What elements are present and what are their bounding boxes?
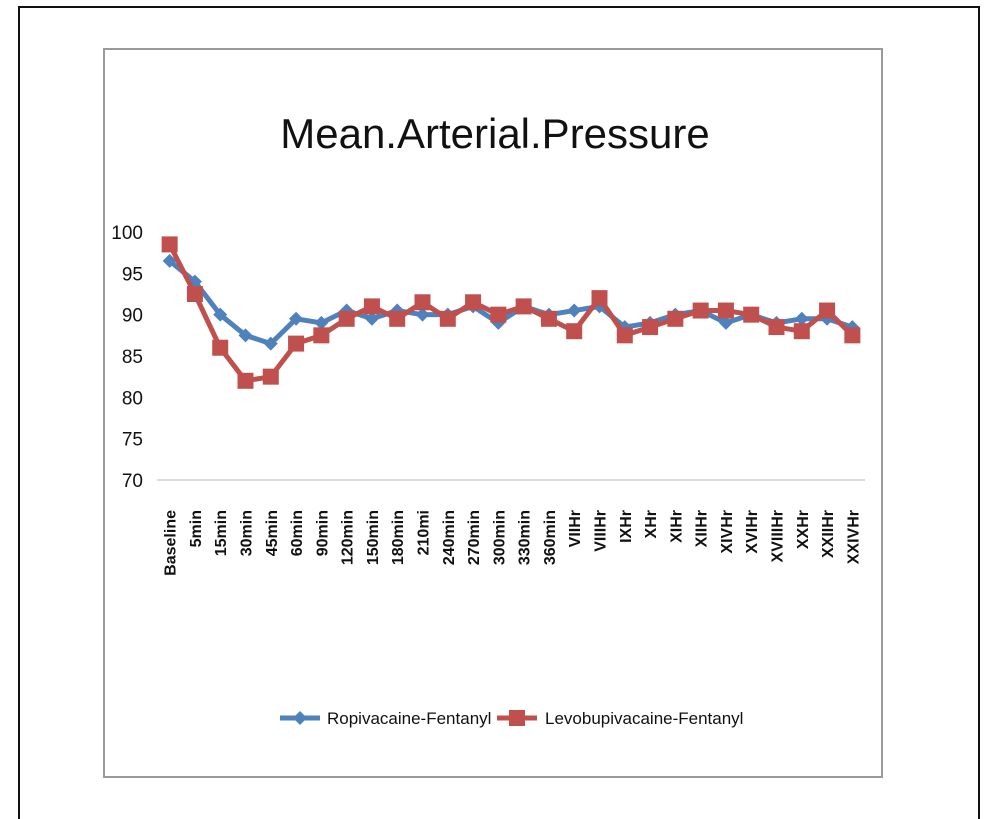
- ropivacaine-series-point: [567, 303, 582, 318]
- levobupivacaine-series-point: [591, 290, 608, 307]
- x-tick-label: 60min: [289, 510, 306, 556]
- x-tick-label: 330min: [517, 510, 534, 565]
- levobupivacaine-series-point: [490, 306, 507, 323]
- page-frame: [18, 6, 980, 819]
- x-tick-label: VIIHr: [567, 510, 584, 547]
- legend-levobupivacaine-point: [509, 710, 525, 726]
- x-tick-label: 15min: [213, 510, 230, 556]
- levobupivacaine-series-point: [743, 306, 760, 323]
- ropivacaine-series-point: [364, 311, 379, 326]
- x-tick-label: 270min: [466, 510, 483, 565]
- levobupivacaine-series: [161, 236, 861, 389]
- ropivacaine-series: [162, 253, 860, 351]
- x-tick-label: 300min: [491, 510, 508, 565]
- x-tick-label: 210mi: [416, 510, 433, 555]
- ropivacaine-series-point: [263, 336, 278, 351]
- ropivacaine-series-line: [168, 258, 854, 347]
- series-layer: [161, 236, 861, 389]
- x-tick-label: XHr: [643, 510, 660, 538]
- chart-container: Mean.Arterial.Pressure 70 75 80 85 90 95 100 B…: [103, 48, 883, 778]
- levobupivacaine-series-point: [819, 302, 836, 319]
- ropivacaine-series-point: [415, 307, 430, 322]
- levobupivacaine-series-point: [389, 310, 406, 327]
- ropivacaine-series-point: [794, 311, 809, 326]
- levobupivacaine-series-point: [338, 310, 355, 327]
- levobupivacaine-series-point: [844, 327, 861, 344]
- y-tick-label: 100: [111, 223, 143, 244]
- levobupivacaine-series-point: [262, 368, 279, 385]
- legend: Ropivacaine-Fentanyl Levobupivacaine-Fent…: [280, 709, 743, 728]
- x-tick-label: IXHr: [618, 510, 635, 543]
- levobupivacaine-series-point: [465, 294, 482, 311]
- x-tick-label: Baseline: [163, 510, 180, 576]
- levobupivacaine-series-point: [515, 298, 532, 315]
- y-axis-ticks: 70 75 80 85 90 95 100: [111, 223, 143, 492]
- levobupivacaine-series-point: [793, 323, 810, 340]
- line-chart: Mean.Arterial.Pressure 70 75 80 85 90 95 100 B…: [111, 110, 865, 728]
- x-tick-label: XIIHr: [694, 510, 711, 547]
- legend-label: Ropivacaine-Fentanyl: [327, 709, 491, 728]
- x-tick-label: 360min: [542, 510, 559, 565]
- ropivacaine-series-point: [718, 315, 733, 330]
- y-tick-label: 90: [122, 306, 143, 327]
- x-tick-label: XXHr: [795, 510, 812, 549]
- levobupivacaine-series-point: [439, 310, 456, 327]
- levobupivacaine-series-point: [692, 302, 709, 319]
- levobupivacaine-series-point: [717, 302, 734, 319]
- levobupivacaine-series-point: [566, 323, 583, 340]
- x-tick-label: VIIIHr: [593, 510, 610, 552]
- x-tick-label: 90min: [314, 510, 331, 556]
- x-tick-label: 180min: [390, 510, 407, 565]
- x-tick-label: 120min: [340, 510, 357, 565]
- levobupivacaine-series-point: [768, 319, 785, 336]
- x-tick-label: XVIHr: [744, 510, 761, 554]
- levobupivacaine-series-point: [642, 319, 659, 336]
- levobupivacaine-series-point: [288, 335, 305, 352]
- x-tick-label: XIVHr: [719, 510, 736, 554]
- ropivacaine-series-point: [238, 328, 253, 343]
- levobupivacaine-series-point: [667, 310, 684, 327]
- ropivacaine-series-point: [314, 315, 329, 330]
- legend-label: Levobupivacaine-Fentanyl: [545, 709, 743, 728]
- ropivacaine-series-point: [162, 253, 177, 268]
- y-tick-label: 75: [122, 430, 143, 451]
- y-tick-label: 85: [122, 347, 143, 368]
- levobupivacaine-series-point: [212, 339, 229, 356]
- y-tick-label: 80: [122, 388, 143, 409]
- levobupivacaine-series-point: [540, 310, 557, 327]
- x-axis-ticks: Baseline 5min 15min 30min 45min 60min 90min 120…: [163, 510, 863, 576]
- levobupivacaine-series-point: [616, 327, 633, 344]
- levobupivacaine-series-line: [167, 243, 855, 384]
- y-tick-label: 70: [122, 471, 143, 492]
- x-tick-label: 240min: [441, 510, 458, 565]
- x-tick-label: XIHr: [668, 510, 685, 543]
- levobupivacaine-series-point: [414, 294, 431, 311]
- legend-item-ropivacaine: Ropivacaine-Fentanyl: [280, 709, 491, 728]
- legend-ropivacaine-point: [293, 711, 307, 725]
- ropivacaine-series-point: [213, 307, 228, 322]
- x-tick-label: 150min: [365, 510, 382, 565]
- levobupivacaine-series-point: [363, 298, 380, 315]
- x-tick-label: XXIIHr: [820, 510, 837, 558]
- ropivacaine-series-point: [289, 311, 304, 326]
- x-tick-label: 30min: [239, 510, 256, 556]
- y-tick-label: 95: [122, 264, 143, 285]
- levobupivacaine-series-point: [161, 236, 178, 253]
- x-tick-label: 5min: [188, 510, 205, 547]
- x-tick-label: XVIIIHr: [770, 510, 787, 562]
- x-tick-label: XXIVHr: [845, 510, 862, 564]
- levobupivacaine-series-point: [186, 286, 203, 302]
- levobupivacaine-series-point: [313, 327, 330, 344]
- x-tick-label: 45min: [264, 510, 281, 556]
- legend-item-levobupivacaine: Levobupivacaine-Fentanyl: [497, 709, 743, 728]
- levobupivacaine-series-point: [237, 372, 254, 389]
- chart-title: Mean.Arterial.Pressure: [280, 110, 710, 157]
